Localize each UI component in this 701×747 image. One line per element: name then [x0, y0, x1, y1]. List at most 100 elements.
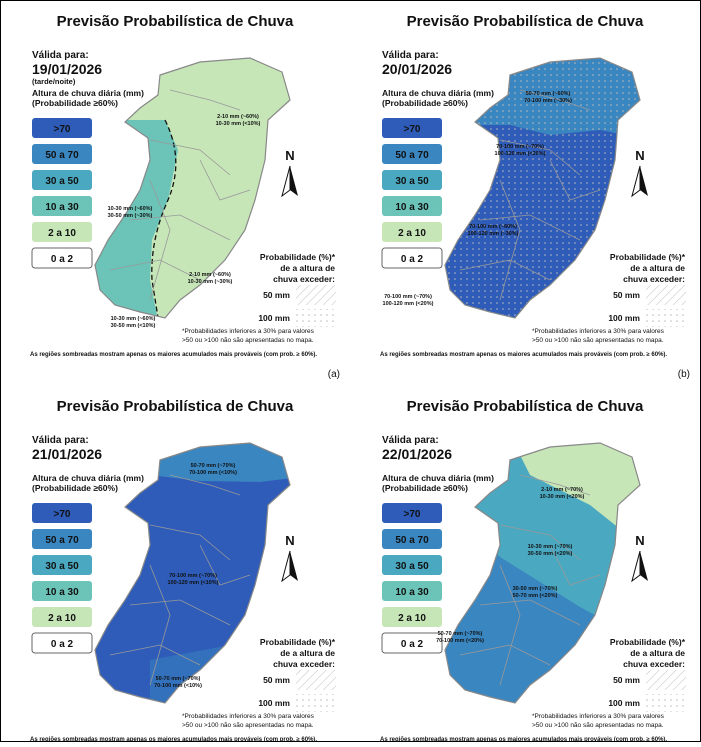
region-annotation: 70-100 mm (~70%) [169, 573, 217, 579]
prob-title: de a altura de [280, 263, 335, 273]
prob-50-swatch [646, 285, 686, 305]
valid-label: Válida para: [382, 50, 439, 61]
region-annotation: 100-120 mm (<20%) [383, 301, 434, 307]
region [510, 443, 640, 553]
prob-title: de a altura de [630, 263, 685, 273]
region-annotation: 2-10 mm (~60%) [189, 272, 231, 278]
region-annotation: 70-100 mm (~30%) [524, 98, 572, 104]
legend-swatch [381, 247, 443, 269]
legend-swatch [31, 247, 93, 269]
municipal-border [149, 524, 231, 561]
valid-label: Válida para: [32, 435, 89, 446]
legend-label: 30 a 50 [395, 561, 429, 572]
legend-title: Altura de chuva diária (mm) [32, 473, 144, 483]
north-arrow [631, 165, 641, 198]
prob-100-swatch [296, 694, 336, 712]
municipal-border [499, 179, 521, 301]
legend-label: >70 [404, 509, 421, 520]
footnote: *Probabilidades inferiores a 30% para va… [182, 328, 315, 335]
region-annotation: 50-70 mm (~70%) [156, 676, 201, 682]
region-annotation: 100-120 mm (<10%) [168, 580, 219, 586]
footnote: >50 ou >100 não são apresentadas no mapa… [532, 722, 664, 729]
region-annotation: 70-100 mm (<20%) [436, 638, 484, 644]
legend-label: 2 a 10 [48, 228, 76, 239]
municipal-border [109, 259, 201, 281]
footnote: *Probabilidades inferiores a 30% para va… [532, 713, 665, 720]
panel-label: (b) [678, 369, 690, 380]
municipal-border [499, 139, 581, 176]
legend-swatch [32, 222, 92, 242]
legend-label: 50 a 70 [45, 535, 79, 546]
legend-swatch [32, 170, 92, 190]
valid-date: 22/01/2026 [382, 446, 452, 462]
valid-label: Válida para: [32, 50, 89, 61]
prob-title: de a altura de [280, 648, 335, 658]
municipal-border [169, 89, 241, 111]
municipal-border [129, 214, 231, 241]
region-annotation: 70-100 mm (~70%) [496, 144, 544, 150]
municipal-border [499, 564, 521, 686]
panel-title: Previsão Probabilística de Chuva [57, 13, 294, 30]
municipal-border [129, 599, 231, 626]
north-arrow [281, 165, 291, 198]
region-annotation: 30-50 mm (~70%) [513, 586, 558, 592]
legend-label: 10 a 30 [395, 587, 429, 598]
panel-title: Previsão Probabilística de Chuva [407, 398, 644, 415]
north-label: N [285, 533, 294, 548]
region-annotation: 70-100 mm (~60%) [469, 224, 517, 230]
valid-label: Válida para: [382, 435, 439, 446]
municipal-border [149, 564, 171, 686]
legend-swatch [382, 503, 442, 523]
legend-swatch [32, 144, 92, 164]
municipal-border [459, 259, 551, 281]
municipal-border [199, 544, 251, 586]
prob-50: 50 mm [613, 290, 640, 300]
municipal-border [459, 644, 551, 666]
legend-label: >70 [54, 509, 71, 520]
municipal-border [169, 474, 241, 496]
region-annotation: 30-50 mm (<10%) [111, 323, 156, 329]
valid-date: 19/01/2026 [32, 61, 102, 77]
prob-title: chuva exceder: [623, 659, 685, 669]
prob-title: chuva exceder: [273, 274, 335, 284]
north-label: N [285, 148, 294, 163]
legend-swatch [32, 196, 92, 216]
legend-label: 10 a 30 [45, 587, 79, 598]
bottom-note: As regiões sombreadas mostram apenas os … [380, 352, 667, 358]
prob-100: 100 mm [608, 313, 640, 323]
region-annotation: 10-30 mm (~60%) [111, 316, 156, 322]
prob-50-swatch [646, 670, 686, 690]
prob-50: 50 mm [263, 675, 290, 685]
legend-title: (Probabilidade ≥60%) [382, 98, 468, 108]
prob-title: Probabilidade (%)* [610, 252, 686, 262]
legend-swatch [32, 503, 92, 523]
prob-100-swatch [646, 309, 686, 327]
prob-50: 50 mm [613, 675, 640, 685]
region-annotation: 10-30 mm (<10%) [216, 121, 261, 127]
panel: Previsão Probabilística de Chuva Válida p… [30, 13, 340, 380]
region-annotation: 70-100 mm (<10%) [154, 683, 202, 689]
bottom-note: As regiões sombreadas mostram apenas os … [380, 737, 667, 742]
prob-50-swatch [296, 285, 336, 305]
legend-title: (Probabilidade ≥60%) [382, 483, 468, 493]
panel-title: Previsão Probabilística de Chuva [57, 398, 294, 415]
legend-label: 50 a 70 [395, 535, 429, 546]
municipal-border [109, 644, 201, 666]
legend-label: 50 a 70 [395, 150, 429, 161]
prob-100: 100 mm [258, 698, 290, 708]
legend-title: (Probabilidade ≥60%) [32, 98, 118, 108]
region-annotation: 50-70 mm (~70%) [438, 631, 483, 637]
valid-period: (tarde/noite) [32, 77, 76, 86]
north-arrow [281, 550, 291, 583]
bottom-note: As regiões sombreadas mostram apenas os … [30, 352, 317, 358]
legend-label: 2 a 10 [48, 613, 76, 624]
region-annotation: 30-50 mm (<20%) [528, 551, 573, 557]
north-label: N [635, 148, 644, 163]
prob-title: Probabilidade (%)* [610, 637, 686, 647]
municipal-border [519, 89, 591, 111]
prob-100: 100 mm [258, 313, 290, 323]
region-annotation: 50-70 mm (~60%) [526, 91, 571, 97]
legend-label: 30 a 50 [45, 561, 79, 572]
legend-swatch [32, 581, 92, 601]
